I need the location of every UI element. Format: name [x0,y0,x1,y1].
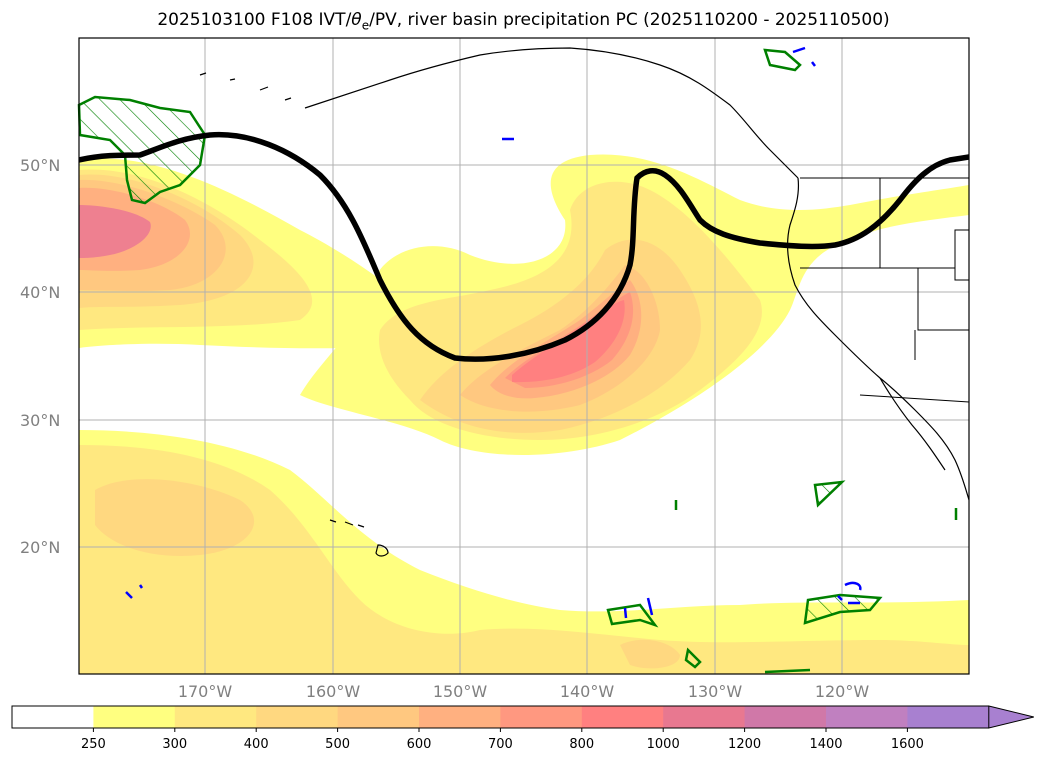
precip-region-e [813,480,846,508]
lat-label-50n: 50°N [20,156,60,175]
colorbar-label: 700 [488,737,513,752]
lon-label-150w: 150°W [433,682,488,701]
colorbar-label: 1600 [891,737,924,752]
colorbar: 250 300 400 500 600 700 800 1000 1200 1400 1600 [11,705,1034,752]
state-borders [800,178,970,403]
map-grid [79,38,969,674]
lon-label-170w: 170°W [178,682,233,701]
theta-e-ne1 [792,46,806,54]
theta-e-sw [125,584,144,599]
colorbar-segment [174,706,257,728]
lat-label-20n: 20°N [20,538,60,557]
hawaii [329,519,389,557]
lon-label-140w: 140°W [560,682,615,701]
theta-e-ne2 [811,61,816,67]
colorbar-segment [419,706,501,728]
lon-label-160w: 160°W [306,682,361,701]
lat-label-30n: 30°N [20,411,60,430]
colorbar-label: 400 [244,737,269,752]
colorbar-segment [581,706,664,728]
colorbar-segment [256,706,339,728]
map-frame [78,37,970,675]
colorbar-segment [744,706,827,728]
colorbar-label: 250 [81,737,106,752]
precip-region-s1 [606,603,659,628]
colorbar-label: 1200 [728,737,761,752]
lon-label-120w: 120°W [815,682,870,701]
colorbar-segment [93,706,176,728]
colorbar-label: 800 [569,737,594,752]
coastlines [199,47,969,557]
alaska-coast [304,47,799,179]
colorbar-extend-arrow [988,705,1034,729]
colorbar-label: 1000 [647,737,680,752]
precip-outlines [77,48,958,674]
baja-california [879,377,946,471]
colorbar-segment [826,706,908,728]
colorbar-label: 500 [325,737,350,752]
lat-label-40n: 40°N [20,283,60,302]
precip-region-s3 [684,647,702,669]
colorbar-segment [500,706,583,728]
plot-title: 2025103100 F108 IVT/θe/PV, river basin p… [157,10,890,33]
precip-region-northwest [77,95,207,205]
lon-label-130w: 130°W [688,682,743,701]
theta-e-s2 [837,581,862,605]
colorbar-segment [907,706,990,728]
colorbar-label: 300 [162,737,187,752]
colorbar-segment [663,706,746,728]
colorbar-segment [12,706,94,728]
colorbar-label: 1400 [809,737,842,752]
ivt-300-south [79,445,969,674]
colorbar-label: 600 [407,737,432,752]
ivt-shading [79,154,969,674]
political-borders [800,177,970,403]
pv-contour [79,131,969,362]
colorbar-segment [337,706,420,728]
north-america-west-coast [786,177,969,501]
aleutian-islands [199,72,292,101]
ivt-400-south [95,479,255,556]
precip-region-s4 [764,668,811,674]
ivt-800-west [79,205,151,258]
theta-e-contours [125,46,862,619]
theta-e-s1 [623,597,654,619]
precip-region-ne [763,48,802,72]
precip-region-s2 [803,593,883,625]
ivt-400-south2 [620,639,680,669]
